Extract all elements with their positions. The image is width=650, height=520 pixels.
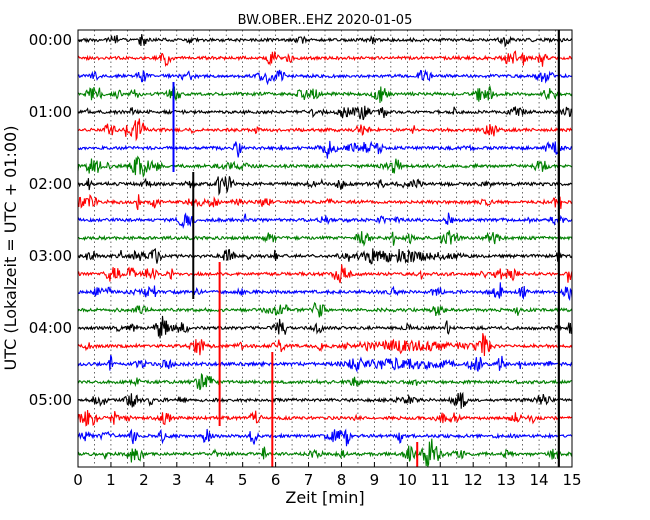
x-tick-label: 1 <box>106 471 116 489</box>
trace-15 <box>77 301 573 318</box>
y-axis: 00:00 01:00 02:00 03:00 04:00 05:00 <box>29 31 83 409</box>
chart-title: BW.OBER..EHZ 2020-01-05 <box>238 13 413 28</box>
x-tick-label: 5 <box>238 471 248 489</box>
trace-16 <box>77 315 573 339</box>
trace-21 <box>77 409 573 427</box>
x-tick-label: 11 <box>431 471 450 489</box>
trace-6 <box>77 140 573 159</box>
x-axis: 0 1 2 3 4 5 6 7 8 9 10 11 12 13 14 15 <box>73 462 582 489</box>
trace-23 <box>77 438 573 467</box>
trace-5 <box>77 118 573 142</box>
trace-14 <box>77 282 573 302</box>
x-tick-label: 4 <box>205 471 215 489</box>
y-tick-label: 01:00 <box>29 103 72 121</box>
trace-22 <box>77 428 573 447</box>
x-tick-label: 2 <box>139 471 149 489</box>
traces <box>77 34 573 467</box>
trace-2 <box>77 69 573 86</box>
trace-20 <box>77 391 573 409</box>
x-tick-label: 14 <box>530 471 549 489</box>
y-tick-label: 02:00 <box>29 175 72 193</box>
x-tick-label: 15 <box>562 471 581 489</box>
y-tick-label: 04:00 <box>29 319 72 337</box>
x-tick-label: 7 <box>304 471 314 489</box>
trace-18 <box>77 354 573 373</box>
trace-0 <box>77 34 573 48</box>
x-tick-label: 3 <box>172 471 182 489</box>
trace-8 <box>77 176 573 196</box>
y-tick-label: 03:00 <box>29 247 72 265</box>
trace-13 <box>77 264 573 284</box>
y-tick-label: 00:00 <box>29 31 72 49</box>
trace-9 <box>77 194 573 211</box>
y-tick-label: 05:00 <box>29 391 72 409</box>
x-tick-label: 13 <box>497 471 516 489</box>
plot-frame <box>77 29 573 468</box>
trace-7 <box>77 155 573 178</box>
trace-1 <box>77 50 573 68</box>
grid <box>94 30 556 467</box>
trace-19 <box>77 372 572 391</box>
trace-12 <box>78 247 573 265</box>
x-tick-label: 9 <box>370 471 380 489</box>
trace-4 <box>77 105 573 121</box>
y-axis-label: UTC (Lokalzeit = UTC + 01:00) <box>1 126 20 371</box>
events <box>172 30 560 467</box>
x-tick-label: 8 <box>337 471 347 489</box>
trace-17 <box>77 333 573 357</box>
x-tick-label: 12 <box>464 471 483 489</box>
x-axis-label: Zeit [min] <box>285 488 364 507</box>
x-tick-label: 6 <box>271 471 281 489</box>
x-tick-label: 10 <box>398 471 417 489</box>
x-tick-label: 0 <box>73 471 83 489</box>
trace-10 <box>77 212 573 230</box>
trace-11 <box>78 230 573 247</box>
trace-3 <box>77 85 573 104</box>
